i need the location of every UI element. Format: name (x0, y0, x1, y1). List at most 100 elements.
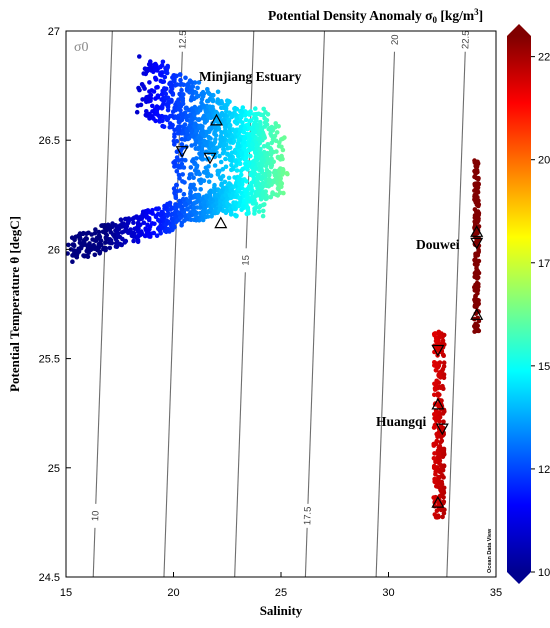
data-point (224, 208, 229, 214)
data-point (182, 122, 188, 127)
data-point (196, 93, 201, 99)
data-point (205, 89, 211, 95)
data-point (224, 201, 230, 206)
data-point (252, 211, 257, 216)
data-point (198, 123, 203, 129)
data-point (268, 148, 274, 154)
isopycnal-line (92, 31, 113, 577)
data-point (123, 223, 129, 228)
data-point (179, 223, 184, 228)
data-point (121, 229, 127, 234)
data-point (118, 217, 124, 222)
data-point (212, 185, 217, 190)
data-point (174, 155, 180, 160)
data-point (192, 80, 198, 85)
data-point (142, 233, 148, 239)
data-point (195, 198, 200, 204)
data-point (153, 77, 159, 82)
data-point (237, 157, 242, 163)
data-point (441, 511, 447, 516)
data-point (144, 215, 149, 220)
data-point (215, 89, 221, 95)
data-point (184, 129, 190, 134)
up-triangle-marker (431, 495, 445, 508)
data-point (248, 153, 253, 159)
data-point (158, 231, 163, 236)
data-point (180, 112, 186, 117)
data-point (137, 54, 142, 59)
data-point (175, 164, 181, 169)
contour-label: 17.5 (302, 506, 314, 525)
data-point (269, 140, 275, 146)
station-markers (175, 113, 484, 508)
data-point (148, 59, 153, 64)
data-point (180, 98, 186, 104)
data-point (203, 170, 209, 176)
data-point (173, 214, 178, 219)
data-point (431, 495, 437, 500)
data-point (206, 179, 212, 184)
data-point (155, 105, 161, 110)
data-point (244, 179, 249, 184)
data-point (189, 172, 194, 177)
contour-label: 22.5 (460, 30, 472, 49)
data-point (278, 180, 284, 186)
up-triangle-marker (470, 308, 484, 320)
contour-label-bg (177, 31, 188, 52)
up-triangle-marker (214, 216, 228, 229)
data-point (475, 169, 480, 175)
data-point (218, 188, 224, 194)
data-point (441, 485, 447, 491)
data-point (182, 201, 188, 206)
data-point (189, 143, 194, 148)
data-point (199, 96, 205, 102)
data-point (274, 149, 279, 154)
data-point (276, 143, 282, 149)
data-point (264, 183, 269, 189)
x-axis-ticks: 15 20 25 30 35 (60, 572, 502, 599)
data-point (238, 199, 243, 204)
data-point (176, 129, 181, 134)
data-point (196, 134, 201, 140)
data-point (433, 459, 438, 465)
y-axis-ticks: 24.5 25 25.5 26 26.5 27 (39, 26, 71, 584)
data-point (256, 209, 262, 214)
data-point (432, 331, 438, 336)
data-point (174, 115, 179, 120)
data-point (215, 100, 220, 105)
data-point (263, 152, 269, 157)
data-point (253, 148, 259, 153)
data-point (144, 66, 150, 72)
data-point (223, 156, 228, 162)
data-point (198, 187, 203, 192)
data-point (243, 161, 248, 166)
data-point (476, 210, 482, 216)
data-point (201, 199, 207, 205)
data-point (212, 163, 218, 168)
data-point (161, 124, 167, 129)
data-point (476, 284, 481, 289)
down-triangle-marker (175, 146, 189, 158)
data-point (254, 158, 260, 163)
data-point (145, 222, 150, 228)
data-point (177, 91, 182, 97)
data-point (183, 114, 188, 120)
data-point (179, 87, 184, 93)
data-point (267, 172, 272, 178)
data-point (200, 131, 206, 137)
data-point (207, 191, 213, 197)
data-point (134, 214, 139, 219)
isopycnal-line (375, 31, 396, 577)
down-triangle-marker (470, 237, 484, 250)
data-point (432, 451, 437, 456)
data-point (231, 138, 237, 144)
data-point (218, 159, 224, 165)
data-point (260, 190, 266, 195)
data-point (233, 200, 239, 205)
colorbar-tick-label: 10 (538, 567, 550, 579)
data-point (158, 71, 163, 76)
data-point (143, 71, 148, 77)
data-point (186, 199, 192, 204)
data-point (436, 451, 442, 456)
data-point (104, 236, 110, 242)
